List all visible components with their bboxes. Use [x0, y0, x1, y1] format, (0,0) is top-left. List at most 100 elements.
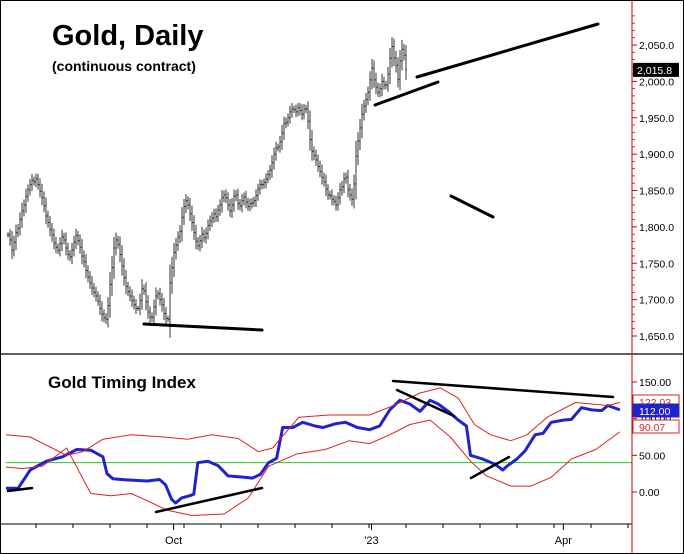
price-bar — [191, 205, 193, 231]
price-bar — [95, 286, 97, 302]
price-bar — [309, 110, 311, 151]
index-trendline-d — [395, 388, 456, 418]
price-bar — [337, 192, 339, 211]
price-bar — [47, 210, 49, 228]
price-bar — [73, 235, 75, 257]
price-bar — [119, 236, 121, 263]
price-bar — [99, 294, 101, 315]
price-bar — [279, 136, 281, 153]
price-bar — [195, 224, 197, 250]
price-bar — [57, 243, 59, 254]
lower-band-tag-label: 90.07 — [639, 422, 665, 434]
price-bar — [53, 228, 55, 250]
price-bar — [289, 105, 291, 124]
price-bar — [207, 219, 209, 240]
price-bar — [121, 245, 123, 276]
price-bar — [241, 193, 243, 213]
price-bar — [23, 199, 25, 217]
price-bar — [315, 149, 317, 166]
price-bar — [329, 190, 331, 200]
price-bar — [209, 215, 211, 231]
price-bar — [379, 83, 381, 98]
price-bar — [205, 227, 207, 244]
price-bar — [217, 204, 219, 222]
last-price-tag-box — [633, 62, 679, 77]
price-bar — [307, 101, 309, 130]
indicator-title: Gold Timing Index — [48, 373, 196, 392]
price-resistance-line-b — [415, 22, 600, 79]
price-bar — [199, 234, 201, 252]
price-bar — [323, 172, 325, 187]
price-y-tick-label: 1,850.0 — [639, 186, 674, 198]
price-bar — [287, 113, 289, 127]
price-bar — [173, 243, 175, 277]
price-bar — [145, 282, 147, 311]
x-tick-label: Apr — [555, 535, 572, 547]
price-bar — [293, 105, 295, 114]
price-bar — [185, 194, 187, 214]
indicator-y-tick-label: 50.00 — [639, 450, 665, 462]
price-bar — [59, 237, 61, 257]
price-bar — [193, 215, 195, 240]
price-y-tick-label: 1,800.0 — [639, 222, 674, 234]
price-bar — [357, 132, 359, 166]
last-price-tag: 2,015.8 — [633, 62, 679, 77]
price-bar — [405, 45, 407, 80]
price-bar — [17, 223, 19, 238]
upper-band-line — [5, 387, 621, 456]
x-tick-label: Oct — [165, 535, 182, 547]
price-bar — [269, 164, 271, 180]
price-bar — [49, 215, 51, 237]
price-bar — [67, 242, 69, 260]
price-bar — [403, 43, 405, 61]
indicator-lines — [5, 387, 632, 516]
price-bar — [139, 293, 141, 316]
price-bar — [219, 199, 221, 216]
price-bar — [305, 104, 307, 114]
price-bar — [43, 191, 45, 213]
price-bar — [163, 298, 165, 321]
price-bar — [277, 143, 279, 152]
price-bar — [181, 207, 183, 242]
price-bar — [35, 173, 37, 188]
x-axis: Oct '23 Apr — [35, 524, 629, 547]
price-bar — [167, 315, 169, 323]
price-bar — [325, 174, 327, 197]
price-bar — [285, 117, 287, 129]
price-bar — [125, 270, 127, 295]
price-bar — [103, 309, 105, 323]
index-trendline-a — [6, 486, 34, 493]
price-bar — [135, 299, 137, 315]
price-bar — [117, 235, 119, 249]
price-bar — [297, 103, 299, 117]
lower-band-tag-box — [632, 419, 680, 434]
price-axis-ticks: 1,650.0 1,700.0 1,750.0 1,800.0 1,850.0 1,900… — [632, 15, 674, 343]
price-bar — [129, 286, 131, 302]
price-bar — [41, 183, 43, 206]
price-bar — [283, 116, 285, 141]
price-bar — [141, 279, 143, 310]
price-bar — [247, 197, 249, 211]
price-bar — [313, 146, 315, 161]
timing-index-tag-box — [632, 403, 680, 418]
indicator-y-tick-label: 0.00 — [639, 487, 660, 499]
chart-subtitle: (continuous contract) — [52, 58, 196, 74]
price-bar — [385, 80, 387, 90]
price-bar — [303, 103, 305, 120]
timing-index-tag-label: 112.00 — [639, 406, 670, 418]
price-bar — [175, 237, 177, 260]
price-support-line-b — [449, 194, 495, 219]
price-bar — [29, 178, 31, 196]
price-bar — [165, 307, 167, 325]
price-bar — [63, 232, 65, 245]
price-bar — [55, 236, 57, 254]
index-trendline-e — [469, 455, 511, 480]
price-bar — [171, 256, 173, 294]
price-bar — [333, 195, 335, 206]
price-bar — [237, 188, 239, 210]
last-price-tag-label: 2,015.8 — [637, 65, 672, 77]
price-bar — [15, 224, 17, 251]
